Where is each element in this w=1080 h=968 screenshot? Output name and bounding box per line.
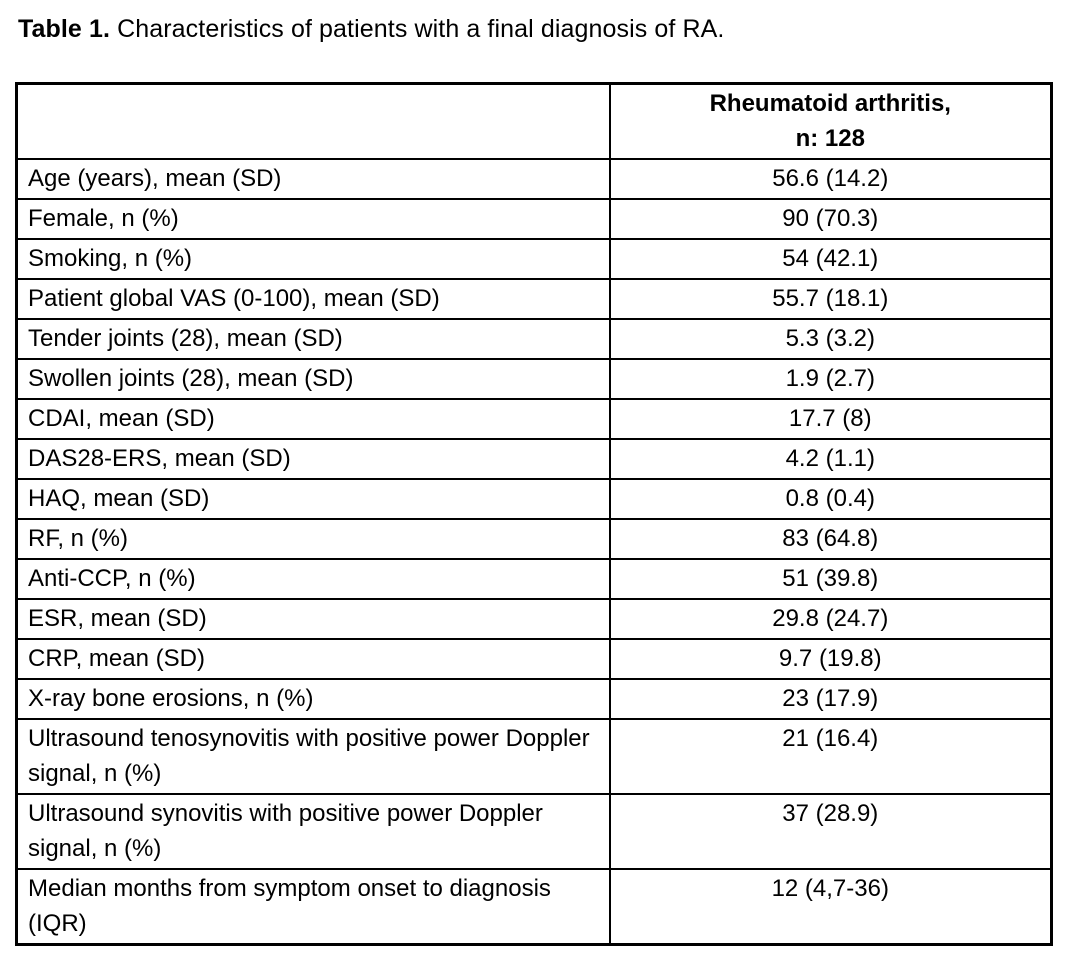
- row-value-cell: 12 (4,7-36): [608, 868, 1053, 946]
- table-title-prefix: Table 1.: [18, 15, 111, 43]
- row-label-cell: Smoking, n (%): [15, 238, 611, 280]
- row-label-cell: Ultrasound tenosynovitis with positive p…: [15, 718, 611, 795]
- row-value-cell: 37 (28.9): [608, 793, 1053, 870]
- row-value-cell: 56.6 (14.2): [608, 158, 1053, 200]
- table-body: Age (years), mean (SD) 56.6 (14.2) Femal…: [15, 158, 1053, 946]
- row-value-cell: 90 (70.3): [608, 198, 1053, 240]
- row-label-cell: Swollen joints (28), mean (SD): [15, 358, 611, 400]
- row-label-cell: Median months from symptom onset to diag…: [15, 868, 611, 946]
- row-value-cell: 5.3 (3.2): [608, 318, 1053, 360]
- row-value-cell: 55.7 (18.1): [608, 278, 1053, 320]
- table-row: X-ray bone erosions, n (%) 23 (17.9): [15, 678, 1053, 720]
- header-group-line2: n: 128: [795, 125, 865, 152]
- row-value-cell: 54 (42.1): [608, 238, 1053, 280]
- row-label-cell: Anti-CCP, n (%): [15, 558, 611, 600]
- row-value-cell: 51 (39.8): [608, 558, 1053, 600]
- row-label-cell: RF, n (%): [15, 518, 611, 560]
- characteristics-table: Rheumatoid arthritis, n: 128 Age (years)…: [15, 82, 1053, 946]
- row-label-cell: X-ray bone erosions, n (%): [15, 678, 611, 720]
- row-value-cell: 83 (64.8): [608, 518, 1053, 560]
- table-row: Swollen joints (28), mean (SD) 1.9 (2.7): [15, 358, 1053, 400]
- row-label-cell: Tender joints (28), mean (SD): [15, 318, 611, 360]
- table-row: Anti-CCP, n (%) 51 (39.8): [15, 558, 1053, 600]
- header-group-cell: Rheumatoid arthritis, n: 128: [608, 82, 1053, 160]
- row-value-cell: 0.8 (0.4): [608, 478, 1053, 520]
- table-row: Ultrasound tenosynovitis with positive p…: [15, 718, 1053, 795]
- table-row: Ultrasound synovitis with positive power…: [15, 793, 1053, 870]
- row-label-cell: CRP, mean (SD): [15, 638, 611, 680]
- row-label-cell: CDAI, mean (SD): [15, 398, 611, 440]
- table-title-text: Characteristics of patients with a final…: [110, 15, 725, 43]
- row-label-cell: Ultrasound synovitis with positive power…: [15, 793, 611, 870]
- row-value-cell: 23 (17.9): [608, 678, 1053, 720]
- row-value-cell: 4.2 (1.1): [608, 438, 1053, 480]
- table-row: Smoking, n (%) 54 (42.1): [15, 238, 1053, 280]
- row-label-cell: ESR, mean (SD): [15, 598, 611, 640]
- table-row: Median months from symptom onset to diag…: [15, 868, 1053, 946]
- row-value-cell: 1.9 (2.7): [608, 358, 1053, 400]
- header-group-line1: Rheumatoid arthritis,: [709, 90, 951, 117]
- table-row: DAS28-ERS, mean (SD) 4.2 (1.1): [15, 438, 1053, 480]
- header-row: Rheumatoid arthritis, n: 128: [15, 82, 1053, 160]
- row-value-cell: 17.7 (8): [608, 398, 1053, 440]
- table-row: ESR, mean (SD) 29.8 (24.7): [15, 598, 1053, 640]
- row-label-cell: Patient global VAS (0-100), mean (SD): [15, 278, 611, 320]
- row-value-cell: 21 (16.4): [608, 718, 1053, 795]
- table-row: CDAI, mean (SD) 17.7 (8): [15, 398, 1053, 440]
- row-label-cell: Age (years), mean (SD): [15, 158, 611, 200]
- row-value-cell: 29.8 (24.7): [608, 598, 1053, 640]
- header-empty-cell: [15, 82, 611, 160]
- row-label-cell: Female, n (%): [15, 198, 611, 240]
- table-row: CRP, mean (SD) 9.7 (19.8): [15, 638, 1053, 680]
- table-title: Table 1. Characteristics of patients wit…: [18, 14, 1080, 44]
- table-row: Age (years), mean (SD) 56.6 (14.2): [15, 158, 1053, 200]
- table-row: Patient global VAS (0-100), mean (SD) 55…: [15, 278, 1053, 320]
- table-row: HAQ, mean (SD) 0.8 (0.4): [15, 478, 1053, 520]
- row-value-cell: 9.7 (19.8): [608, 638, 1053, 680]
- table-row: RF, n (%) 83 (64.8): [15, 518, 1053, 560]
- row-label-cell: HAQ, mean (SD): [15, 478, 611, 520]
- table-row: Tender joints (28), mean (SD) 5.3 (3.2): [15, 318, 1053, 360]
- row-label-cell: DAS28-ERS, mean (SD): [15, 438, 611, 480]
- table-row: Female, n (%) 90 (70.3): [15, 198, 1053, 240]
